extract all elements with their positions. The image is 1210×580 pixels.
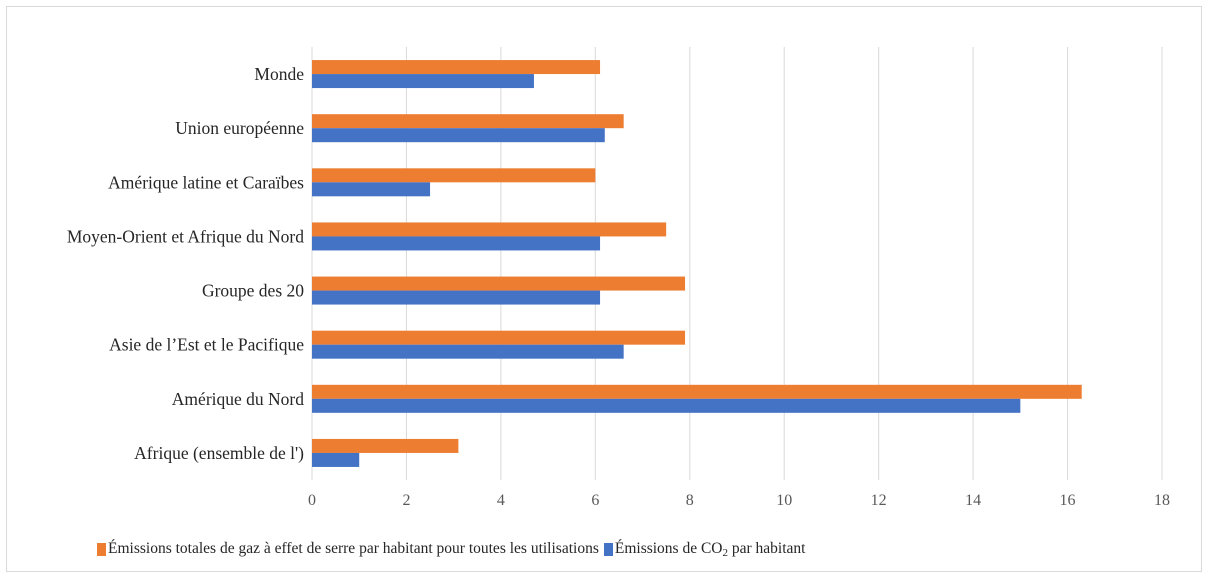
category-label: Asie de l’Est et le Pacifique: [109, 335, 304, 355]
category-label: Afrique (ensemble de l'): [134, 443, 304, 463]
category-label: Monde: [254, 64, 304, 84]
x-tick-label: 4: [497, 492, 505, 509]
bar-co2: [312, 290, 601, 305]
legend-label-co2: Émissions de CO2 par habitant: [614, 540, 806, 559]
x-tick-label: 8: [686, 492, 694, 509]
bar-total-ghg: [312, 60, 601, 75]
category-label: Moyen-Orient et Afrique du Nord: [67, 226, 304, 246]
legend-item-co2: Émissions de CO2 par habitant: [603, 540, 806, 559]
legend-item-total-ghg: Émissions totales de gaz à effet de serr…: [97, 540, 599, 558]
category-label: Union européenne: [175, 118, 304, 138]
bar-total-ghg: [312, 168, 596, 183]
bar-co2: [312, 452, 360, 467]
bar-co2: [312, 236, 601, 251]
legend: Émissions totales de gaz à effet de serr…: [97, 538, 806, 560]
legend-swatch-total-ghg: [97, 542, 106, 556]
bar-total-ghg: [312, 330, 686, 345]
bar-total-ghg: [312, 438, 459, 453]
bar-co2: [312, 344, 624, 359]
x-tick-label: 10: [776, 492, 792, 509]
x-tick-label: 12: [871, 492, 887, 509]
x-tick-label: 6: [591, 492, 599, 509]
bar-co2: [312, 398, 1021, 413]
x-tick-label: 0: [308, 492, 316, 509]
legend-label-total-ghg: Émissions totales de gaz à effet de serr…: [108, 540, 599, 557]
category-label: Amérique du Nord: [172, 389, 304, 409]
category-label: Amérique latine et Caraïbes: [108, 172, 304, 192]
x-tick-label: 14: [965, 492, 981, 509]
x-tick-label: 2: [402, 492, 410, 509]
bar-co2: [312, 128, 605, 143]
bar-co2: [312, 182, 431, 197]
bar-total-ghg: [312, 276, 686, 291]
x-tick-label: 16: [1060, 492, 1076, 509]
bar-total-ghg: [312, 114, 624, 129]
bar-total-ghg: [312, 222, 667, 237]
x-tick-label: 18: [1154, 492, 1170, 509]
bar-total-ghg: [312, 384, 1082, 399]
legend-swatch-co2: [603, 542, 613, 556]
bar-co2: [312, 74, 534, 89]
category-label: Groupe des 20: [202, 281, 304, 301]
